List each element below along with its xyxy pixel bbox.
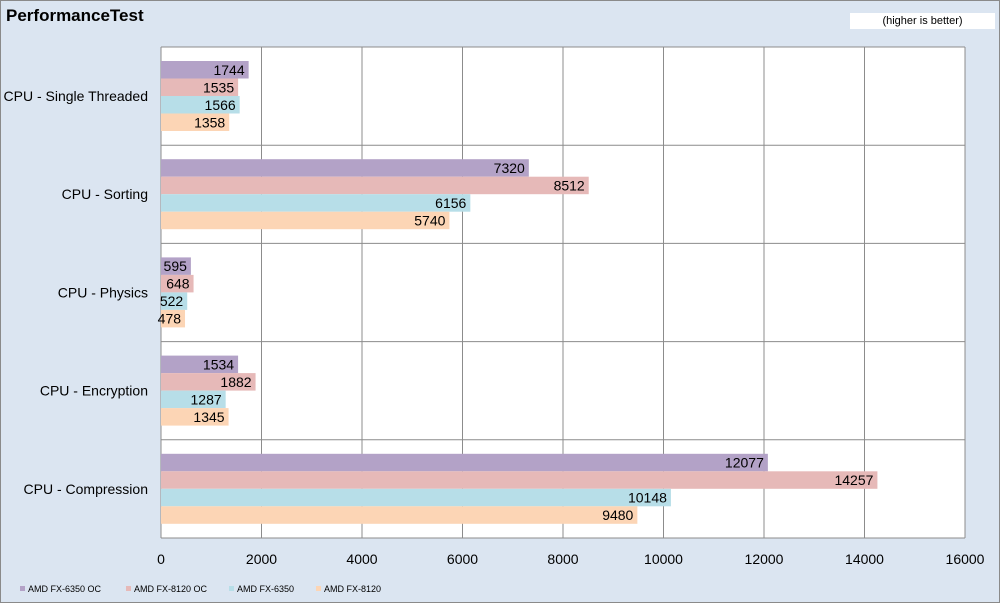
bar — [161, 408, 229, 426]
bar-value-label: 1535 — [203, 79, 234, 95]
x-tick-label: 4000 — [346, 551, 377, 567]
bar-value-label: 1882 — [220, 374, 251, 390]
legend-swatch — [126, 586, 131, 591]
bar-value-label: 1566 — [205, 97, 236, 113]
legend-swatch — [20, 586, 25, 591]
bar-value-label: 14257 — [834, 472, 873, 488]
bar — [161, 309, 186, 328]
x-axis-ticks: 0 2000 4000 6000 8000 10000 12000 14000 16000 — [157, 551, 985, 567]
legend-label: AMD FX-8120 OC — [134, 584, 208, 594]
bar — [161, 176, 589, 195]
bar — [161, 96, 240, 114]
bar — [161, 61, 249, 79]
bar-value-label: 1345 — [193, 409, 224, 425]
bar-value-label: 522 — [160, 293, 184, 309]
category-labels: CPU - Single Threaded CPU - Sorting CPU - … — [4, 88, 148, 497]
higher-is-better-note: (higher is better) — [850, 13, 995, 29]
bar-value-label: 12077 — [725, 455, 764, 471]
category-label: CPU - Encryption — [40, 383, 148, 399]
bar — [161, 194, 471, 212]
legend-label: AMD FX-6350 — [237, 584, 294, 594]
legend-label: AMD FX-8120 — [324, 584, 381, 594]
bar — [161, 292, 188, 310]
bar — [161, 78, 239, 96]
x-tick-label: 6000 — [447, 551, 478, 567]
bar-value-label: 648 — [166, 276, 190, 292]
category-label: CPU - Sorting — [62, 186, 148, 202]
x-tick-label: 0 — [157, 551, 165, 567]
x-tick-label: 14000 — [845, 551, 884, 567]
legend-label: AMD FX-6350 OC — [28, 584, 102, 594]
bar — [161, 355, 239, 374]
category-label: CPU - Compression — [24, 481, 148, 497]
bar-value-label: 1287 — [191, 391, 222, 407]
bar — [161, 373, 256, 391]
bar — [161, 506, 638, 524]
bar — [161, 113, 230, 131]
x-tick-label: 16000 — [946, 551, 985, 567]
chart-title: PerformanceTest — [6, 6, 144, 25]
bar — [161, 159, 529, 177]
bar — [161, 274, 194, 293]
bar — [161, 471, 878, 489]
bar — [161, 453, 768, 472]
bar-value-label: 9480 — [602, 507, 633, 523]
x-tick-label: 8000 — [547, 551, 578, 567]
x-tick-label: 10000 — [644, 551, 683, 567]
bar-value-label: 7320 — [494, 160, 525, 176]
bar — [161, 257, 191, 275]
bar-value-label: 10148 — [628, 490, 667, 506]
bar — [161, 390, 226, 409]
bar-value-label: 8512 — [554, 177, 585, 193]
bar-value-label: 478 — [158, 311, 182, 327]
bar-value-label: 6156 — [435, 195, 466, 211]
bar — [161, 211, 450, 230]
bar-value-label: 1358 — [194, 114, 225, 130]
legend-swatch — [229, 586, 234, 591]
x-tick-label: 12000 — [745, 551, 784, 567]
bar-value-label: 1744 — [213, 62, 244, 78]
x-tick-label: 2000 — [246, 551, 277, 567]
bar-value-label: 595 — [164, 258, 188, 274]
bar-value-label: 5740 — [414, 212, 445, 228]
legend: AMD FX-6350 OC AMD FX-8120 OC AMD FX-6350 A… — [20, 584, 381, 594]
bar — [161, 488, 671, 507]
bar-value-label: 1534 — [203, 356, 234, 372]
category-label: CPU - Physics — [58, 284, 148, 300]
category-label: CPU - Single Threaded — [4, 88, 148, 104]
legend-swatch — [316, 586, 321, 591]
